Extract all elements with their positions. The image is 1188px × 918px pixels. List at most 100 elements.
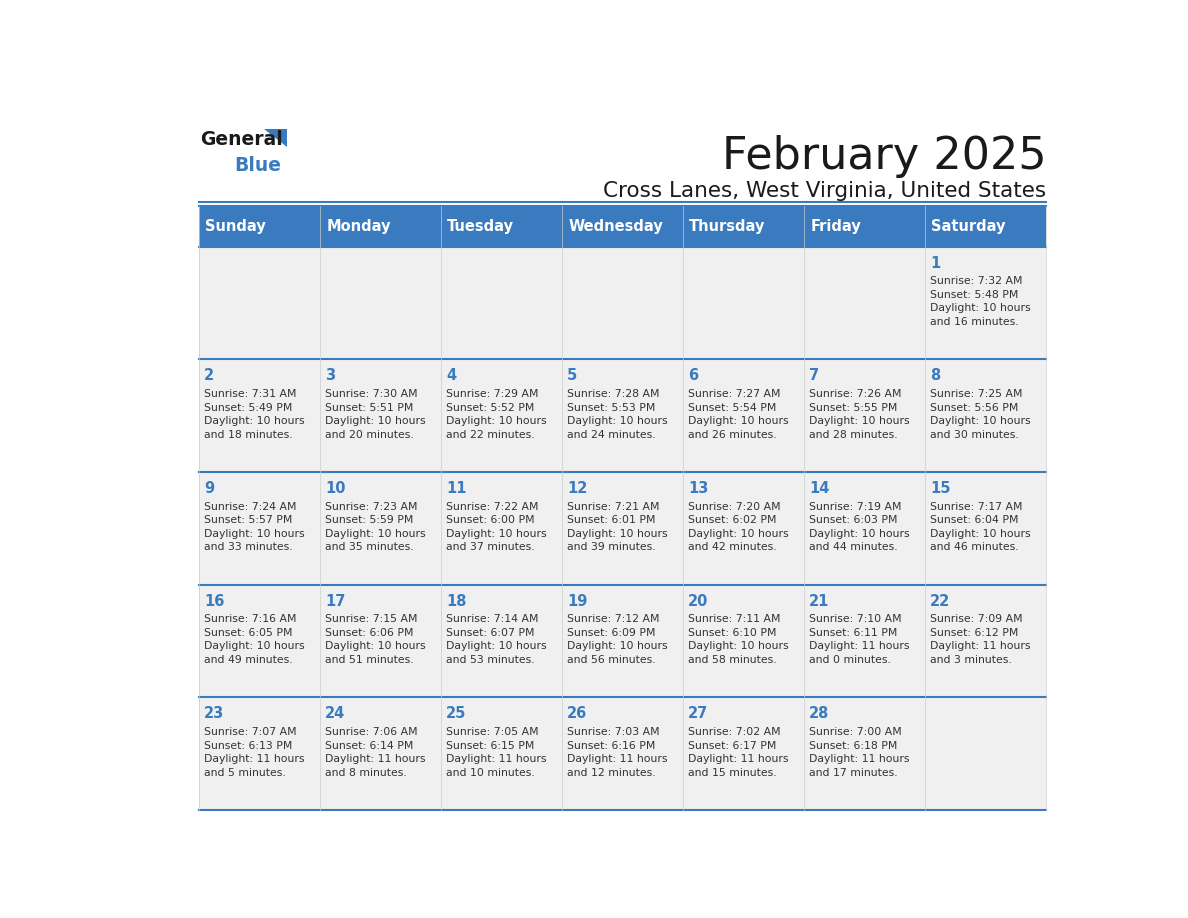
Text: 25: 25 [446,707,467,722]
FancyBboxPatch shape [562,698,683,810]
Text: Sunrise: 7:29 AM
Sunset: 5:52 PM
Daylight: 10 hours
and 22 minutes.: Sunrise: 7:29 AM Sunset: 5:52 PM Dayligh… [446,389,546,440]
Text: 5: 5 [567,368,577,384]
FancyBboxPatch shape [200,247,320,359]
Text: 19: 19 [567,594,587,609]
Text: Sunrise: 7:17 AM
Sunset: 6:04 PM
Daylight: 10 hours
and 46 minutes.: Sunrise: 7:17 AM Sunset: 6:04 PM Dayligh… [930,501,1031,553]
Text: 28: 28 [809,707,829,722]
Text: Sunrise: 7:09 AM
Sunset: 6:12 PM
Daylight: 11 hours
and 3 minutes.: Sunrise: 7:09 AM Sunset: 6:12 PM Dayligh… [930,614,1030,666]
FancyBboxPatch shape [683,206,804,247]
Text: 1: 1 [930,256,940,271]
Text: Blue: Blue [234,156,282,175]
Text: 22: 22 [930,594,950,609]
Text: 2: 2 [204,368,214,384]
FancyBboxPatch shape [804,247,925,359]
FancyBboxPatch shape [562,359,683,472]
Text: Sunrise: 7:16 AM
Sunset: 6:05 PM
Daylight: 10 hours
and 49 minutes.: Sunrise: 7:16 AM Sunset: 6:05 PM Dayligh… [204,614,304,666]
Text: 3: 3 [326,368,335,384]
FancyBboxPatch shape [441,698,562,810]
FancyBboxPatch shape [441,585,562,698]
FancyBboxPatch shape [200,359,320,472]
Text: 8: 8 [930,368,940,384]
Text: 23: 23 [204,707,225,722]
Text: 21: 21 [809,594,829,609]
FancyBboxPatch shape [320,206,441,247]
FancyBboxPatch shape [562,585,683,698]
FancyBboxPatch shape [441,359,562,472]
Text: Sunrise: 7:05 AM
Sunset: 6:15 PM
Daylight: 11 hours
and 10 minutes.: Sunrise: 7:05 AM Sunset: 6:15 PM Dayligh… [446,727,546,778]
FancyBboxPatch shape [925,698,1047,810]
Text: 11: 11 [446,481,467,496]
Text: Sunrise: 7:00 AM
Sunset: 6:18 PM
Daylight: 11 hours
and 17 minutes.: Sunrise: 7:00 AM Sunset: 6:18 PM Dayligh… [809,727,910,778]
Text: 18: 18 [446,594,467,609]
FancyBboxPatch shape [925,206,1047,247]
Text: 24: 24 [326,707,346,722]
Text: Sunrise: 7:06 AM
Sunset: 6:14 PM
Daylight: 11 hours
and 8 minutes.: Sunrise: 7:06 AM Sunset: 6:14 PM Dayligh… [326,727,425,778]
Text: 10: 10 [326,481,346,496]
FancyBboxPatch shape [804,206,925,247]
FancyBboxPatch shape [200,472,320,585]
Text: Sunrise: 7:32 AM
Sunset: 5:48 PM
Daylight: 10 hours
and 16 minutes.: Sunrise: 7:32 AM Sunset: 5:48 PM Dayligh… [930,276,1031,327]
Text: February 2025: February 2025 [721,135,1047,178]
Text: 7: 7 [809,368,820,384]
Text: General: General [200,130,283,149]
Text: Sunrise: 7:15 AM
Sunset: 6:06 PM
Daylight: 10 hours
and 51 minutes.: Sunrise: 7:15 AM Sunset: 6:06 PM Dayligh… [326,614,425,666]
FancyBboxPatch shape [441,247,562,359]
FancyBboxPatch shape [925,359,1047,472]
Text: Sunrise: 7:22 AM
Sunset: 6:00 PM
Daylight: 10 hours
and 37 minutes.: Sunrise: 7:22 AM Sunset: 6:00 PM Dayligh… [446,501,546,553]
Text: Sunrise: 7:28 AM
Sunset: 5:53 PM
Daylight: 10 hours
and 24 minutes.: Sunrise: 7:28 AM Sunset: 5:53 PM Dayligh… [567,389,668,440]
Text: Sunday: Sunday [206,218,266,233]
FancyBboxPatch shape [320,247,441,359]
Text: 27: 27 [688,707,708,722]
FancyBboxPatch shape [683,472,804,585]
FancyBboxPatch shape [320,359,441,472]
Text: Sunrise: 7:14 AM
Sunset: 6:07 PM
Daylight: 10 hours
and 53 minutes.: Sunrise: 7:14 AM Sunset: 6:07 PM Dayligh… [446,614,546,666]
Text: 16: 16 [204,594,225,609]
Text: 13: 13 [688,481,708,496]
FancyBboxPatch shape [804,359,925,472]
Text: Tuesday: Tuesday [447,218,514,233]
FancyBboxPatch shape [925,585,1047,698]
Text: Sunrise: 7:30 AM
Sunset: 5:51 PM
Daylight: 10 hours
and 20 minutes.: Sunrise: 7:30 AM Sunset: 5:51 PM Dayligh… [326,389,425,440]
Polygon shape [264,129,286,147]
Text: Sunrise: 7:25 AM
Sunset: 5:56 PM
Daylight: 10 hours
and 30 minutes.: Sunrise: 7:25 AM Sunset: 5:56 PM Dayligh… [930,389,1031,440]
FancyBboxPatch shape [683,585,804,698]
Text: 17: 17 [326,594,346,609]
Text: Sunrise: 7:31 AM
Sunset: 5:49 PM
Daylight: 10 hours
and 18 minutes.: Sunrise: 7:31 AM Sunset: 5:49 PM Dayligh… [204,389,304,440]
FancyBboxPatch shape [683,247,804,359]
FancyBboxPatch shape [200,698,320,810]
Text: Sunrise: 7:19 AM
Sunset: 6:03 PM
Daylight: 10 hours
and 44 minutes.: Sunrise: 7:19 AM Sunset: 6:03 PM Dayligh… [809,501,910,553]
FancyBboxPatch shape [441,472,562,585]
Text: Sunrise: 7:26 AM
Sunset: 5:55 PM
Daylight: 10 hours
and 28 minutes.: Sunrise: 7:26 AM Sunset: 5:55 PM Dayligh… [809,389,910,440]
Text: 26: 26 [567,707,587,722]
Text: Sunrise: 7:11 AM
Sunset: 6:10 PM
Daylight: 10 hours
and 58 minutes.: Sunrise: 7:11 AM Sunset: 6:10 PM Dayligh… [688,614,789,666]
Text: Sunrise: 7:07 AM
Sunset: 6:13 PM
Daylight: 11 hours
and 5 minutes.: Sunrise: 7:07 AM Sunset: 6:13 PM Dayligh… [204,727,304,778]
Text: Sunrise: 7:24 AM
Sunset: 5:57 PM
Daylight: 10 hours
and 33 minutes.: Sunrise: 7:24 AM Sunset: 5:57 PM Dayligh… [204,501,304,553]
FancyBboxPatch shape [925,472,1047,585]
FancyBboxPatch shape [804,698,925,810]
Text: Sunrise: 7:12 AM
Sunset: 6:09 PM
Daylight: 10 hours
and 56 minutes.: Sunrise: 7:12 AM Sunset: 6:09 PM Dayligh… [567,614,668,666]
FancyBboxPatch shape [200,206,320,247]
FancyBboxPatch shape [683,698,804,810]
Text: 15: 15 [930,481,950,496]
Text: Sunrise: 7:03 AM
Sunset: 6:16 PM
Daylight: 11 hours
and 12 minutes.: Sunrise: 7:03 AM Sunset: 6:16 PM Dayligh… [567,727,668,778]
Text: Monday: Monday [327,218,391,233]
Text: Saturday: Saturday [931,218,1006,233]
Text: Sunrise: 7:02 AM
Sunset: 6:17 PM
Daylight: 11 hours
and 15 minutes.: Sunrise: 7:02 AM Sunset: 6:17 PM Dayligh… [688,727,789,778]
FancyBboxPatch shape [441,206,562,247]
FancyBboxPatch shape [562,472,683,585]
FancyBboxPatch shape [200,585,320,698]
Text: 20: 20 [688,594,708,609]
Text: Friday: Friday [810,218,861,233]
Text: 6: 6 [688,368,699,384]
FancyBboxPatch shape [562,206,683,247]
Text: Sunrise: 7:21 AM
Sunset: 6:01 PM
Daylight: 10 hours
and 39 minutes.: Sunrise: 7:21 AM Sunset: 6:01 PM Dayligh… [567,501,668,553]
FancyBboxPatch shape [925,247,1047,359]
Text: 12: 12 [567,481,587,496]
Text: Sunrise: 7:10 AM
Sunset: 6:11 PM
Daylight: 11 hours
and 0 minutes.: Sunrise: 7:10 AM Sunset: 6:11 PM Dayligh… [809,614,910,666]
Text: Cross Lanes, West Virginia, United States: Cross Lanes, West Virginia, United State… [604,181,1047,201]
Text: Sunrise: 7:23 AM
Sunset: 5:59 PM
Daylight: 10 hours
and 35 minutes.: Sunrise: 7:23 AM Sunset: 5:59 PM Dayligh… [326,501,425,553]
Text: Sunrise: 7:20 AM
Sunset: 6:02 PM
Daylight: 10 hours
and 42 minutes.: Sunrise: 7:20 AM Sunset: 6:02 PM Dayligh… [688,501,789,553]
FancyBboxPatch shape [320,585,441,698]
FancyBboxPatch shape [804,472,925,585]
Text: Wednesday: Wednesday [568,218,663,233]
